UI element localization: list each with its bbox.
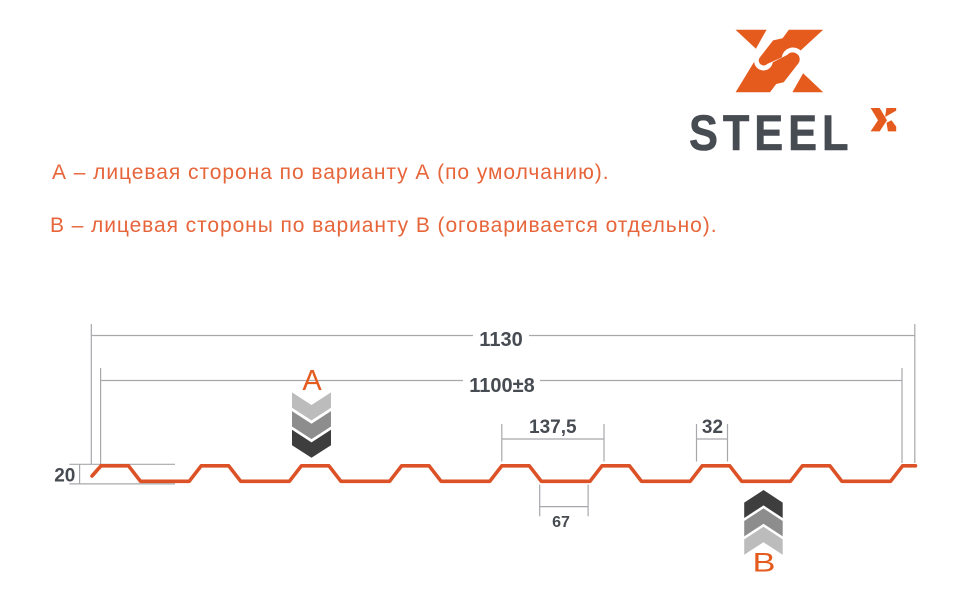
svg-text:32: 32 [702, 417, 723, 438]
svg-text:20: 20 [54, 466, 75, 487]
svg-text:1130: 1130 [479, 329, 522, 351]
svg-text:67: 67 [552, 514, 570, 531]
svg-text:A: A [302, 365, 322, 397]
svg-text:1100±8: 1100±8 [469, 375, 535, 397]
svg-text:137,5: 137,5 [529, 417, 577, 438]
svg-text:B: B [753, 547, 776, 577]
